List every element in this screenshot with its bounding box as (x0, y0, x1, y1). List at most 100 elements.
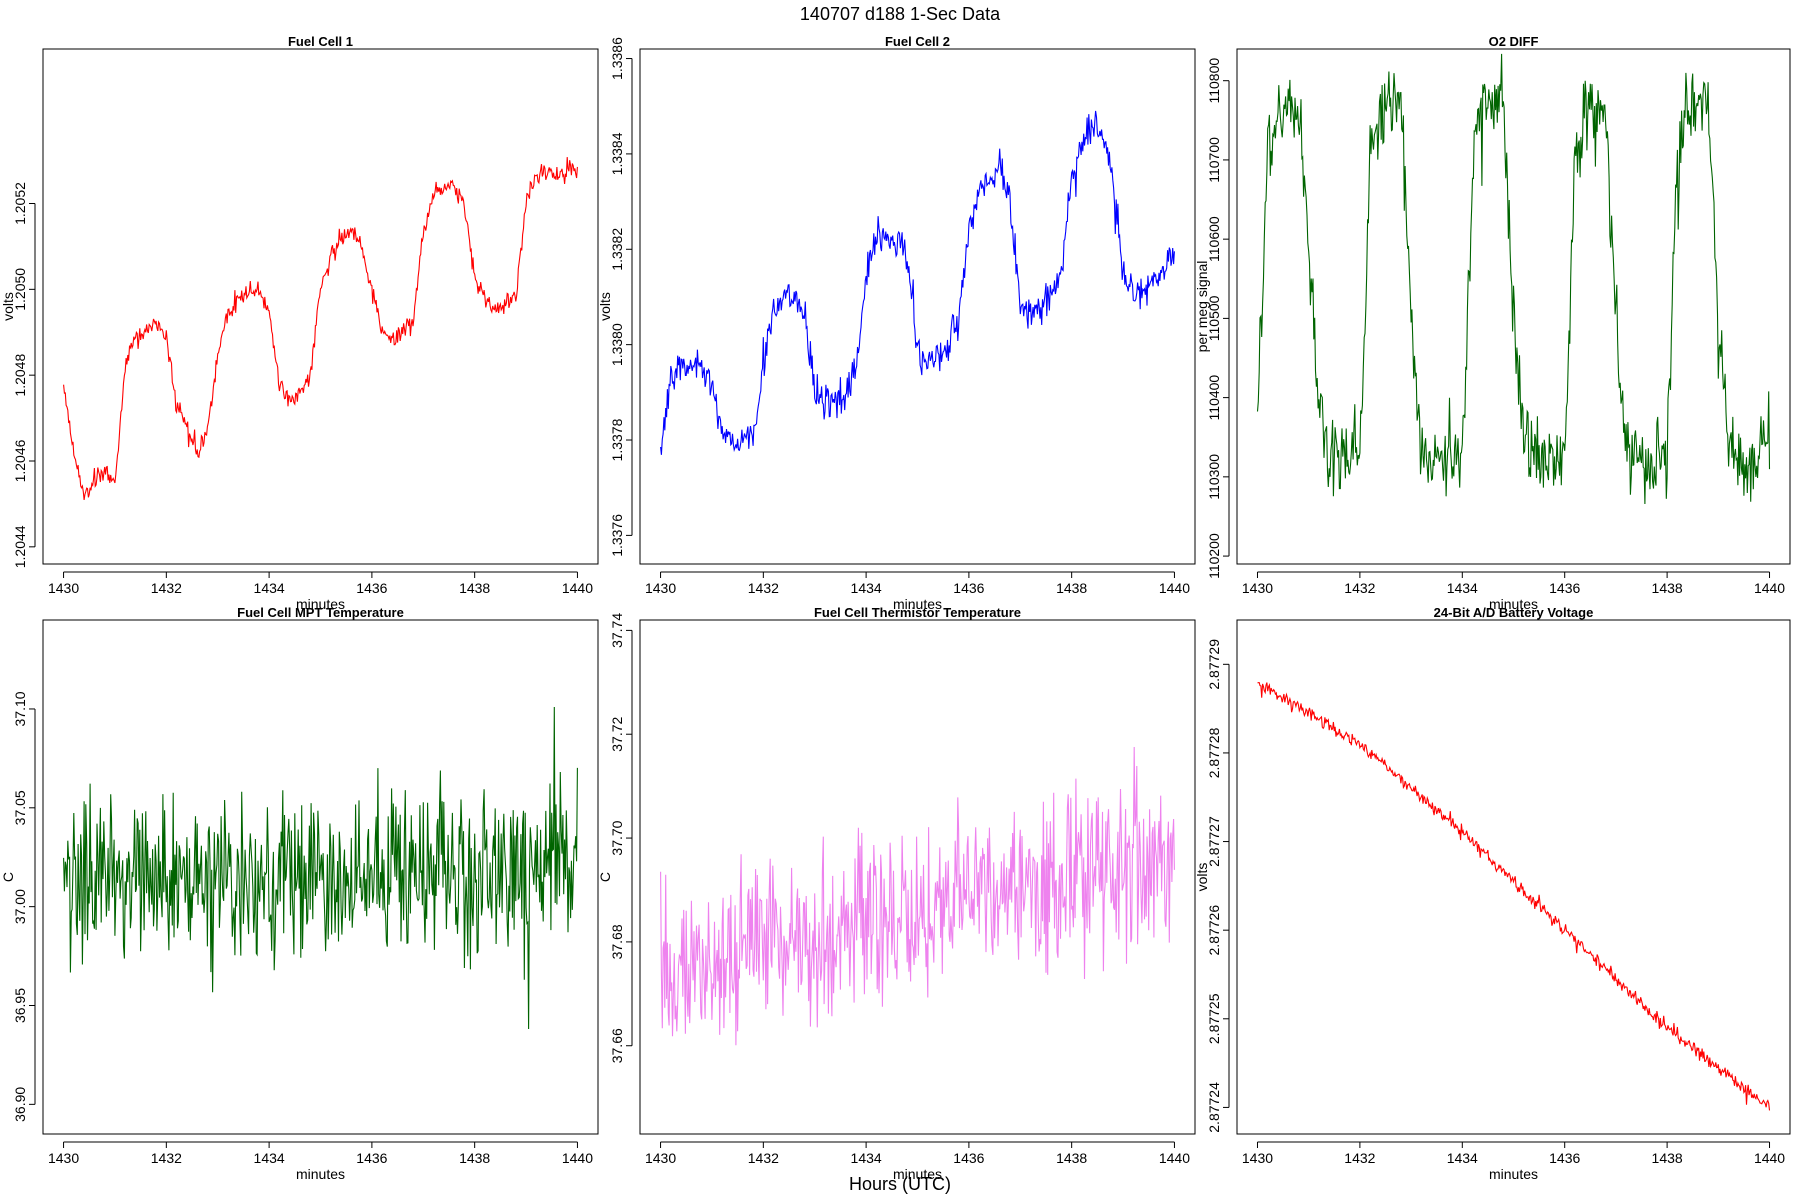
chart-panel-5: Fuel Cell Thermistor Temperature 1430 1432… (597, 605, 1196, 1182)
y-tick-label: 1.2048 (12, 354, 28, 397)
x-axis-label: minutes (296, 596, 345, 612)
y-tick-label: 1.3384 (609, 132, 625, 175)
chart-panel-1: Fuel Cell 1 1430 1432 1434 1436 1438 1440 minut… (0, 34, 599, 612)
plot-frame (1236, 619, 1791, 1135)
y-axis-label: C (597, 872, 613, 882)
x-tick-label: 1430 (48, 1150, 79, 1166)
y-tick-label: 37.00 (12, 889, 28, 924)
chart-panel-6: 24-Bit A/D Battery Voltage 1430 1432 1434 14… (1194, 605, 1791, 1182)
y-tick-label: 37.05 (12, 790, 28, 825)
x-tick-label: 1438 (1056, 580, 1087, 596)
x-tick-label: 1432 (151, 580, 182, 596)
x-tick-label: 1432 (748, 1150, 779, 1166)
chart-title: 24-Bit A/D Battery Voltage (1434, 605, 1594, 620)
x-tick-label: 1430 (48, 580, 79, 596)
y-tick-label: 37.10 (12, 691, 28, 726)
y-tick-label: 36.90 (12, 1087, 28, 1122)
chart-title: Fuel Cell MPT Temperature (237, 605, 404, 620)
y-tick-label: 36.95 (12, 988, 28, 1023)
y-tick-label: 2.87729 (1206, 639, 1222, 690)
x-tick-label: 1440 (1754, 580, 1785, 596)
y-tick-label: 1.2044 (12, 525, 28, 568)
y-axis-label: C (0, 872, 16, 882)
x-tick-label: 1432 (1344, 1150, 1375, 1166)
x-tick-label: 1434 (851, 1150, 882, 1166)
series-line (63, 706, 578, 1030)
x-tick-label: 1436 (1549, 580, 1580, 596)
panels: Fuel Cell 1 1430 1432 1434 1436 1438 1440 minut… (0, 34, 1791, 1182)
y-tick-label: 37.70 (609, 820, 625, 855)
y-tick-label: 37.66 (609, 1028, 625, 1063)
x-tick-label: 1438 (459, 580, 490, 596)
y-tick-label: 1.3380 (609, 323, 625, 366)
x-tick-label: 1436 (1549, 1150, 1580, 1166)
x-tick-label: 1434 (254, 1150, 285, 1166)
y-tick-label: 2.87724 (1206, 1082, 1222, 1133)
x-tick-label: 1438 (1652, 1150, 1683, 1166)
x-tick-label: 1440 (562, 580, 593, 596)
plot-frame (639, 619, 1196, 1135)
x-axis-label: minutes (296, 1166, 345, 1182)
y-tick-label: 2.87727 (1206, 816, 1222, 867)
x-tick-label: 1434 (1447, 1150, 1478, 1166)
x-axis-label: minutes (893, 596, 942, 612)
series-line (1256, 53, 1771, 505)
y-axis-label: volts (1194, 863, 1210, 892)
chart-panel-2: Fuel Cell 2 1430 1432 1434 1436 1438 1440 minut… (597, 34, 1196, 612)
y-tick-label: 1.3376 (609, 514, 625, 557)
x-tick-label: 1434 (1447, 580, 1478, 596)
y-tick-label: 37.74 (609, 613, 625, 648)
y-tick-label: 1.2050 (12, 268, 28, 311)
y-tick-label: 110400 (1206, 375, 1222, 421)
x-tick-label: 1430 (1242, 1150, 1273, 1166)
y-tick-label: 1.3378 (609, 418, 625, 461)
y-tick-label: 2.87726 (1206, 905, 1222, 956)
x-tick-label: 1436 (356, 1150, 387, 1166)
series-line (660, 746, 1175, 1046)
y-tick-label: 37.68 (609, 924, 625, 959)
x-tick-label: 1436 (953, 580, 984, 596)
series-line (1257, 682, 1771, 1111)
x-tick-label: 1440 (1159, 1150, 1190, 1166)
y-tick-label: 1.3382 (609, 228, 625, 271)
figure-xlabel: Hours (UTC) (849, 1174, 951, 1194)
plot-frame (42, 48, 599, 565)
chart-title: Fuel Cell Thermistor Temperature (814, 605, 1021, 620)
plot-frame (42, 619, 599, 1135)
x-tick-label: 1440 (1159, 580, 1190, 596)
y-axis-label: volts (0, 292, 16, 321)
chart-title: Fuel Cell 2 (885, 34, 950, 49)
x-axis-label: minutes (1489, 1166, 1538, 1182)
y-axis-label: per meg signal (1194, 261, 1210, 353)
x-tick-label: 1430 (645, 1150, 676, 1166)
x-tick-label: 1434 (851, 580, 882, 596)
y-tick-label: 1.2052 (12, 182, 28, 225)
x-tick-label: 1432 (151, 1150, 182, 1166)
y-tick-label: 1.3386 (609, 37, 625, 80)
x-axis-label: minutes (1489, 596, 1538, 612)
x-tick-label: 1432 (1344, 580, 1375, 596)
plot-frame (1236, 48, 1791, 565)
x-axis-label: minutes (893, 1166, 942, 1182)
chart-panel-4: Fuel Cell MPT Temperature 1430 1432 1434 143… (0, 605, 599, 1182)
x-tick-label: 1436 (953, 1150, 984, 1166)
plot-frame (639, 48, 1196, 565)
y-tick-label: 37.72 (609, 716, 625, 751)
x-tick-label: 1430 (1242, 580, 1273, 596)
y-tick-label: 110500 (1206, 295, 1222, 341)
chart-panel-3: O2 DIFF 1430 1432 1434 1436 1438 1440 minutes 11… (1194, 34, 1791, 612)
series-line (63, 157, 578, 500)
y-tick-label: 110800 (1206, 58, 1222, 104)
x-tick-label: 1436 (356, 580, 387, 596)
chart-title: Fuel Cell 1 (288, 34, 353, 49)
x-tick-label: 1440 (1754, 1150, 1785, 1166)
x-tick-label: 1438 (459, 1150, 490, 1166)
y-axis-label: volts (597, 292, 613, 321)
y-tick-label: 1.2046 (12, 439, 28, 482)
x-tick-label: 1440 (562, 1150, 593, 1166)
series-line (660, 110, 1175, 455)
y-tick-label: 110300 (1206, 454, 1222, 500)
figure-title: 140707 d188 1-Sec Data (800, 4, 1001, 24)
x-tick-label: 1438 (1056, 1150, 1087, 1166)
